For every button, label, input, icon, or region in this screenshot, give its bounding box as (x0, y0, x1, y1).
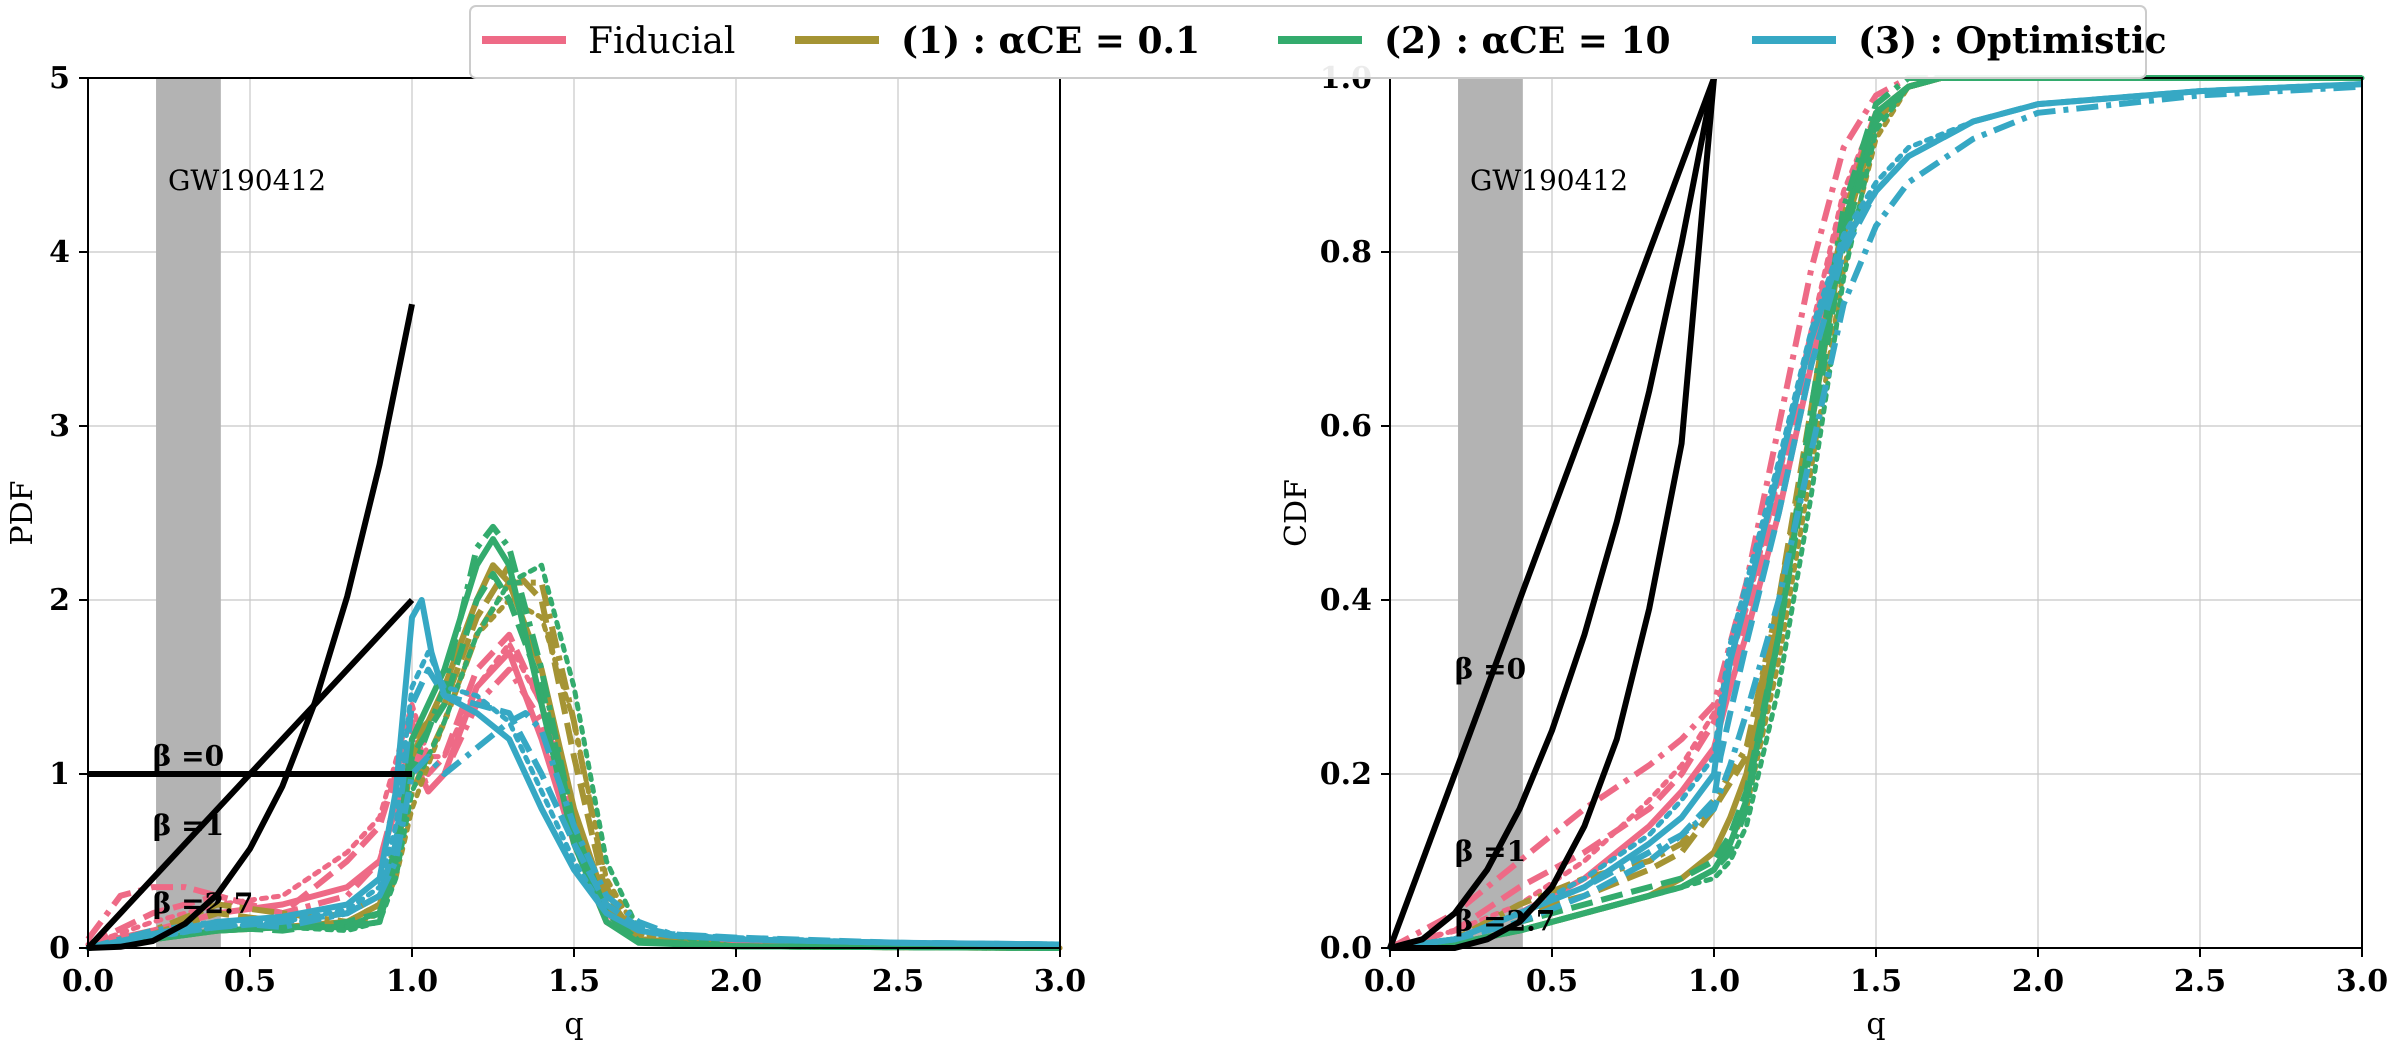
band-label: GW190412 (168, 164, 326, 197)
x-tick-label: 1.0 (386, 964, 438, 999)
gw190412-band (1458, 78, 1523, 948)
reference-curve-label: β =0 (1455, 652, 1526, 685)
series-line (87, 570, 1061, 951)
series-line (85, 666, 1061, 951)
y-tick-label: 3 (49, 409, 70, 444)
y-axis-title: PDF (5, 480, 40, 545)
x-tick-label: 0.0 (1364, 964, 1416, 999)
pdf-panel: GW190412 β =0 β =1 β =2.7 0.0 0.5 1.0 1.5 2.0 2.5… (5, 61, 1086, 1042)
reference-curve-label: β =0 (153, 739, 224, 772)
y-tick-label: 0 (49, 931, 70, 966)
series-line (1389, 83, 2363, 951)
reference-curve (1390, 77, 1717, 951)
legend-label: (2) : αCE = 10 (1384, 20, 1671, 62)
x-tick-label: 3.0 (2336, 964, 2388, 999)
reference-curve (1389, 77, 1717, 951)
series-line (87, 710, 1061, 951)
reference-curve-label: β =2.7 (153, 887, 254, 920)
x-axis-title: q (1866, 1007, 1885, 1042)
y-tick-label: 5 (49, 61, 70, 96)
y-axis-title: CDF (1279, 479, 1314, 547)
legend-label: (3) : Optimistic (1858, 20, 2167, 62)
y-tick-label: 1 (49, 757, 70, 792)
y-tick-label: 0.0 (1320, 931, 1372, 966)
y-tick-label: 0.8 (1320, 235, 1372, 270)
cdf-panel: GW190412 β =0 β =1 β =2.7 0.0 0.5 1.0 1.5 2.0 2.5… (1279, 61, 2388, 1042)
legend-label: (1) : αCE = 0.1 (901, 20, 1200, 62)
reference-curve (1387, 76, 1717, 950)
y-tick-label: 2 (49, 583, 70, 618)
band-label: GW190412 (1470, 164, 1628, 197)
y-tick-label: 4 (49, 235, 70, 270)
x-axis-title: q (564, 1007, 583, 1042)
series-line (1389, 75, 2362, 951)
y-tick-label: 0.4 (1320, 583, 1372, 618)
reference-curve-label: β =2.7 (1455, 905, 1556, 938)
x-tick-label: 1.0 (1688, 964, 1740, 999)
x-tick-label: 1.5 (548, 964, 600, 999)
x-tick-label: 0.5 (224, 964, 276, 999)
reference-curve (87, 303, 415, 951)
x-tick-label: 2.0 (710, 964, 762, 999)
x-tick-label: 1.5 (1850, 964, 1902, 999)
x-tick-label: 3.0 (1034, 964, 1086, 999)
legend-label: Fiducial (588, 21, 735, 62)
gw190412-band (156, 78, 221, 948)
series-line (87, 579, 1061, 951)
series-line (1388, 75, 2362, 951)
legend: Fiducial (1) : αCE = 0.1 (2) : αCE = 10 (3)… (469, 5, 2167, 79)
y-tick-label: 0.6 (1320, 409, 1372, 444)
x-tick-label: 2.5 (872, 964, 924, 999)
y-tick-label: 0.2 (1320, 757, 1372, 792)
series-line (1387, 75, 2365, 951)
reference-curve-label: β =1 (153, 809, 224, 842)
x-tick-label: 2.5 (2174, 964, 2226, 999)
reference-curve-label: β =1 (1455, 835, 1526, 868)
reference-curve (85, 597, 415, 951)
series-line (85, 649, 1063, 951)
series-line (1387, 81, 2365, 951)
x-tick-label: 2.0 (2012, 964, 2064, 999)
x-tick-label: 0.0 (62, 964, 114, 999)
x-tick-label: 0.5 (1526, 964, 1578, 999)
